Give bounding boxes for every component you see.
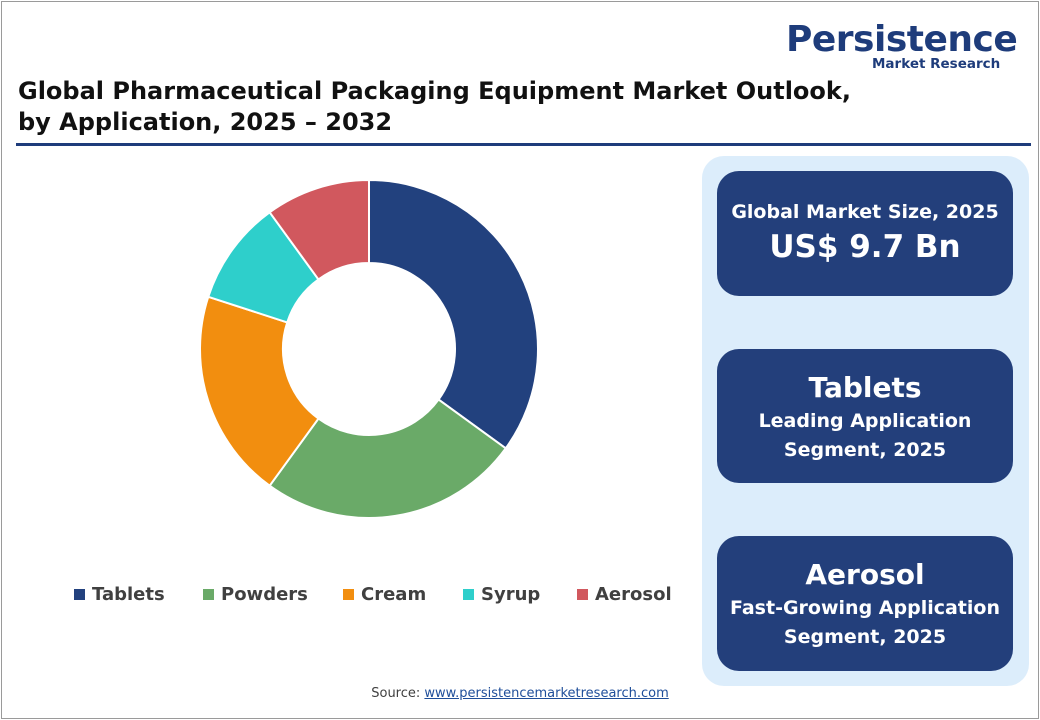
market-size-label: Global Market Size, 2025 [731,201,999,223]
slice-cream [199,295,320,488]
leading-segment-name: Tablets [808,371,922,404]
donut-chart [199,178,539,519]
legend-swatch [343,589,354,600]
fastest-segment-caption: Fast-Growing Application Segment, 2025 [717,594,1013,652]
legend-label: Cream [361,584,427,605]
legend-item-powders: Powders [203,584,308,605]
legend-item-syrup: Syrup [463,584,540,605]
title-line-1: Global Pharmaceutical Packaging Equipmen… [18,77,851,105]
slice-aerosol [268,178,370,281]
fastest-caption-line-1: Fast-Growing Application [730,597,1000,619]
source-label: Source: [371,686,421,701]
legend-label: Tablets [92,584,165,605]
legend-label: Aerosol [595,584,672,605]
brand-logo: Persistence Market Research [786,19,1018,73]
legend-item-tablets: Tablets [74,584,165,605]
legend-label: Powders [221,584,308,605]
leading-caption-line-1: Leading Application [758,410,972,432]
legend-item-cream: Cream [343,584,426,605]
legend-swatch [577,589,588,600]
chart-legend: Tablets Powders Cream Syrup Aerosol [0,584,700,608]
legend-swatch [463,589,474,600]
title-divider [16,143,1031,146]
market-size-card: Global Market Size, 2025 US$ 9.7 Bn [717,171,1013,296]
brand-subtitle: Market Research [872,56,1001,72]
fastest-segment-card: Aerosol Fast-Growing Application Segment… [717,536,1013,671]
leading-segment-caption: Leading Application Segment, 2025 [717,407,1013,465]
legend-item-aerosol: Aerosol [577,584,672,605]
source-link[interactable]: www.persistencemarketresearch.com [424,686,669,701]
slice-powders [268,398,508,519]
page-title: Global Pharmaceutical Packaging Equipmen… [18,76,858,138]
legend-swatch [203,589,214,600]
legend-swatch [74,589,85,600]
fastest-caption-line-2: Segment, 2025 [783,626,947,648]
source-note: Source: www.persistencemarketresearch.co… [0,686,1040,701]
market-size-value: US$ 9.7 Bn [769,229,961,265]
title-line-2: by Application, 2025 – 2032 [18,108,393,136]
fastest-segment-name: Aerosol [805,558,925,591]
slice-tablets [368,178,539,450]
brand-name: Persistence [786,19,1018,60]
leading-caption-line-2: Segment, 2025 [783,439,947,461]
legend-label: Syrup [481,584,541,605]
leading-segment-card: Tablets Leading Application Segment, 202… [717,349,1013,483]
